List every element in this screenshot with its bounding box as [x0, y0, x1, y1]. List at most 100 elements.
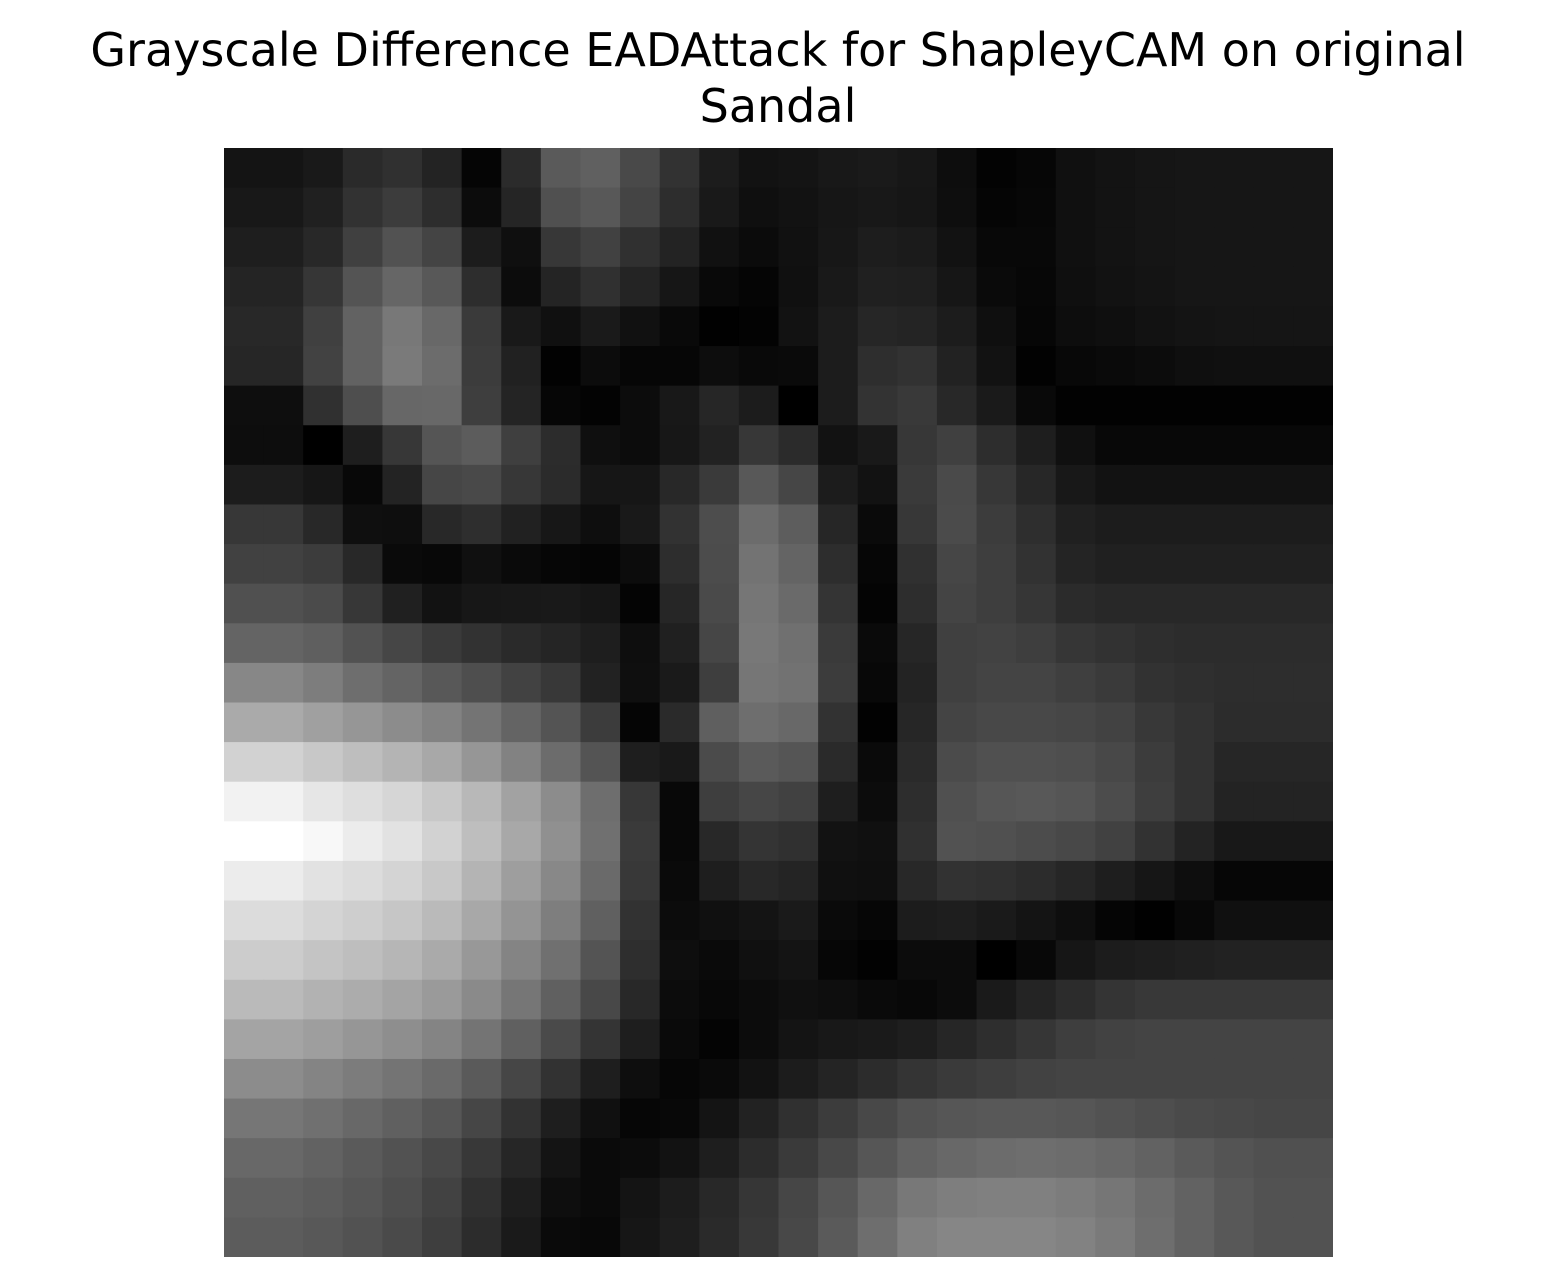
- heatmap-cell-r10-c11: [659, 544, 700, 585]
- heatmap-cell-r11-c16: [857, 583, 898, 624]
- heatmap-cell-r9-c14: [778, 504, 819, 545]
- heatmap-cell-r13-c12: [699, 662, 740, 704]
- heatmap-cell-r8-c4: [382, 464, 423, 506]
- heatmap-cell-r25-c13: [738, 1138, 780, 1179]
- heatmap-cell-r16-c21: [1055, 781, 1096, 822]
- heatmap-cell-r26-c22: [1095, 1177, 1136, 1218]
- heatmap-cell-r0-c11: [659, 148, 700, 189]
- heatmap-cell-r25-c23: [1134, 1138, 1176, 1179]
- heatmap-cell-r25-c21: [1055, 1138, 1096, 1179]
- heatmap-cell-r24-c18: [936, 1098, 978, 1139]
- heatmap-cell-r26-c21: [1055, 1177, 1096, 1218]
- heatmap-cell-r3-c7: [501, 266, 542, 308]
- heatmap-cell-r15-c16: [857, 742, 898, 783]
- heatmap-cell-r16-c19: [976, 781, 1017, 822]
- heatmap-cell-r23-c15: [818, 1058, 859, 1100]
- heatmap-cell-r18-c7: [501, 860, 542, 902]
- heatmap-cell-r3-c22: [1095, 266, 1136, 308]
- heatmap-cell-r25-c12: [699, 1138, 740, 1179]
- heatmap-cell-r23-c19: [976, 1058, 1017, 1100]
- heatmap-cell-r4-c17: [897, 306, 938, 347]
- heatmap-cell-r20-c11: [659, 940, 700, 981]
- heatmap-cell-r25-c26: [1253, 1138, 1294, 1179]
- heatmap-cell-r27-c17: [897, 1217, 938, 1257]
- heatmap-cell-r18-c16: [857, 860, 898, 902]
- heatmap-cell-r7-c0: [224, 425, 265, 466]
- heatmap-cell-r6-c22: [1095, 385, 1136, 426]
- heatmap-cell-r22-c25: [1214, 1019, 1255, 1060]
- heatmap-cell-r19-c11: [659, 900, 700, 941]
- heatmap-cell-r15-c22: [1095, 742, 1136, 783]
- heatmap-cell-r7-c13: [738, 425, 780, 466]
- heatmap-cell-r25-c15: [818, 1138, 859, 1179]
- heatmap-cell-r20-c27: [1293, 940, 1333, 981]
- heatmap-cell-r2-c25: [1214, 227, 1255, 268]
- heatmap-cell-r1-c14: [778, 187, 819, 228]
- heatmap-cell-r7-c24: [1174, 425, 1215, 466]
- heatmap-cell-r11-c22: [1095, 583, 1136, 624]
- heatmap-cell-r19-c25: [1214, 900, 1255, 941]
- heatmap-cell-r6-c6: [461, 385, 502, 426]
- heatmap-cell-r22-c6: [461, 1019, 502, 1060]
- heatmap-cell-r10-c9: [580, 544, 621, 585]
- heatmap-cell-r23-c21: [1055, 1058, 1096, 1100]
- heatmap-cell-r19-c10: [620, 900, 661, 941]
- heatmap-cell-r26-c18: [936, 1177, 978, 1218]
- heatmap-cell-r10-c10: [620, 544, 661, 585]
- heatmap-cell-r17-c2: [303, 821, 344, 862]
- heatmap-cell-r7-c14: [778, 425, 819, 466]
- heatmap-cell-r22-c16: [857, 1019, 898, 1060]
- heatmap-cell-r17-c26: [1253, 821, 1294, 862]
- heatmap-cell-r24-c7: [501, 1098, 542, 1139]
- heatmap-cell-r17-c27: [1293, 821, 1333, 862]
- heatmap-cell-r22-c24: [1174, 1019, 1215, 1060]
- heatmap-cell-r21-c5: [422, 979, 463, 1020]
- heatmap-cell-r11-c25: [1214, 583, 1255, 624]
- heatmap-cell-r6-c21: [1055, 385, 1096, 426]
- heatmap-cell-r6-c26: [1253, 385, 1294, 426]
- heatmap-cell-r22-c15: [818, 1019, 859, 1060]
- heatmap-cell-r16-c25: [1214, 781, 1255, 822]
- heatmap-cell-r12-c15: [818, 623, 859, 664]
- heatmap-cell-r0-c10: [620, 148, 661, 189]
- heatmap-cell-r4-c13: [738, 306, 780, 347]
- heatmap-cell-r26-c16: [857, 1177, 898, 1218]
- heatmap-cell-r7-c26: [1253, 425, 1294, 466]
- heatmap-cell-r17-c21: [1055, 821, 1096, 862]
- heatmap-cell-r2-c26: [1253, 227, 1294, 268]
- heatmap-cell-r13-c1: [263, 662, 304, 704]
- heatmap-cell-r11-c8: [540, 583, 582, 624]
- heatmap-cell-r14-c11: [659, 702, 700, 743]
- heatmap-cell-r14-c20: [1016, 702, 1057, 743]
- heatmap-cell-r0-c0: [224, 148, 265, 189]
- heatmap-cell-r5-c11: [659, 346, 700, 387]
- heatmap-cell-r24-c26: [1253, 1098, 1294, 1139]
- heatmap-cell-r15-c11: [659, 742, 700, 783]
- heatmap-cell-r4-c24: [1174, 306, 1215, 347]
- heatmap-cell-r2-c13: [738, 227, 780, 268]
- heatmap-cell-r4-c5: [422, 306, 463, 347]
- heatmap-cell-r14-c9: [580, 702, 621, 743]
- heatmap-cell-r23-c11: [659, 1058, 700, 1100]
- heatmap-cell-r24-c22: [1095, 1098, 1136, 1139]
- heatmap-cell-r25-c10: [620, 1138, 661, 1179]
- heatmap-cell-r14-c14: [778, 702, 819, 743]
- heatmap-cell-r27-c3: [342, 1217, 384, 1257]
- heatmap-cell-r5-c14: [778, 346, 819, 387]
- heatmap-cell-r27-c1: [263, 1217, 304, 1257]
- heatmap-cell-r18-c4: [382, 860, 423, 902]
- heatmap-cell-r11-c13: [738, 583, 780, 624]
- heatmap-cell-r25-c5: [422, 1138, 463, 1179]
- heatmap-cell-r1-c1: [263, 187, 304, 228]
- heatmap-cell-r9-c22: [1095, 504, 1136, 545]
- heatmap-cell-r27-c19: [976, 1217, 1017, 1257]
- heatmap-cell-r21-c6: [461, 979, 502, 1020]
- heatmap-cell-r19-c6: [461, 900, 502, 941]
- heatmap-cell-r17-c15: [818, 821, 859, 862]
- heatmap-cell-r9-c4: [382, 504, 423, 545]
- heatmap-cell-r12-c5: [422, 623, 463, 664]
- heatmap-cell-r19-c2: [303, 900, 344, 941]
- heatmap-cell-r7-c20: [1016, 425, 1057, 466]
- heatmap-cell-r21-c0: [224, 979, 265, 1020]
- heatmap-cell-r3-c27: [1293, 266, 1333, 308]
